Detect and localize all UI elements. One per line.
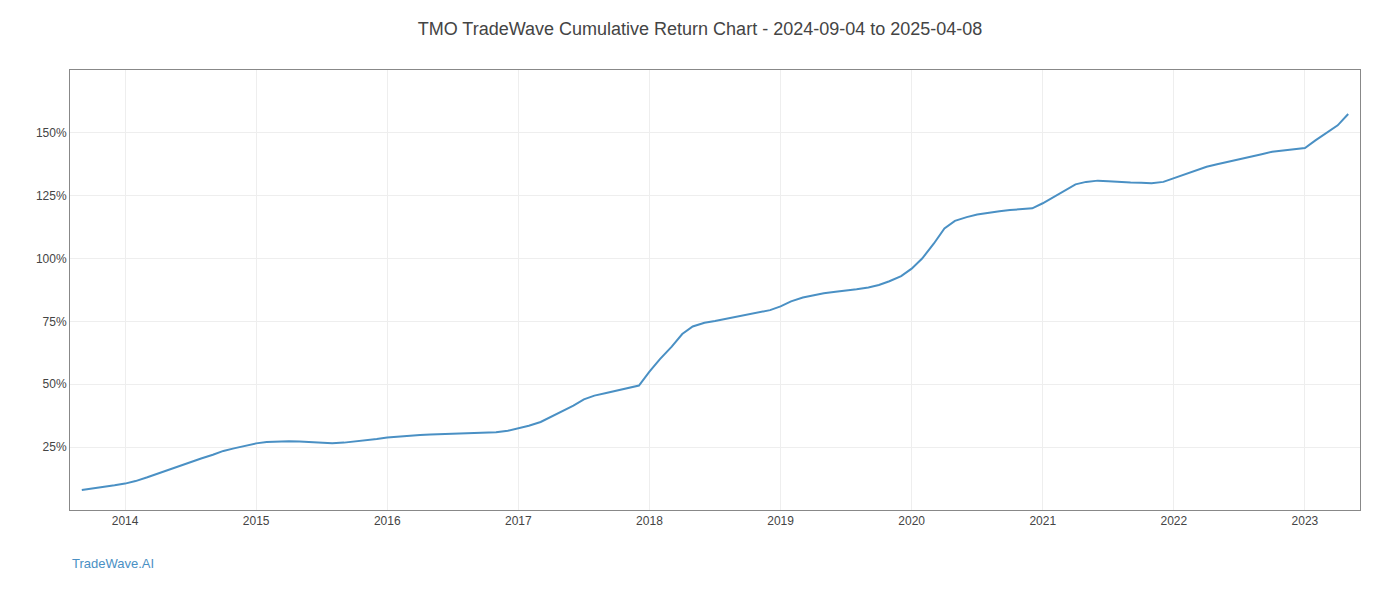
svg-text:TMO TradeWave Cumulative Retur: TMO TradeWave Cumulative Return Chart - … — [418, 19, 983, 39]
svg-text:2016: 2016 — [374, 514, 401, 528]
svg-text:2015: 2015 — [243, 514, 270, 528]
svg-text:2022: 2022 — [1160, 514, 1187, 528]
svg-text:75%: 75% — [43, 315, 67, 329]
svg-text:2017: 2017 — [505, 514, 532, 528]
svg-text:50%: 50% — [43, 377, 67, 391]
svg-text:2020: 2020 — [898, 514, 925, 528]
svg-text:2023: 2023 — [1292, 514, 1319, 528]
svg-text:TradeWave.AI: TradeWave.AI — [72, 556, 154, 571]
svg-text:2014: 2014 — [112, 514, 139, 528]
svg-text:25%: 25% — [43, 440, 67, 454]
svg-text:2018: 2018 — [636, 514, 663, 528]
svg-text:2019: 2019 — [767, 514, 794, 528]
svg-text:125%: 125% — [36, 189, 67, 203]
svg-text:2021: 2021 — [1029, 514, 1056, 528]
svg-text:100%: 100% — [36, 252, 67, 266]
svg-text:150%: 150% — [36, 126, 67, 140]
